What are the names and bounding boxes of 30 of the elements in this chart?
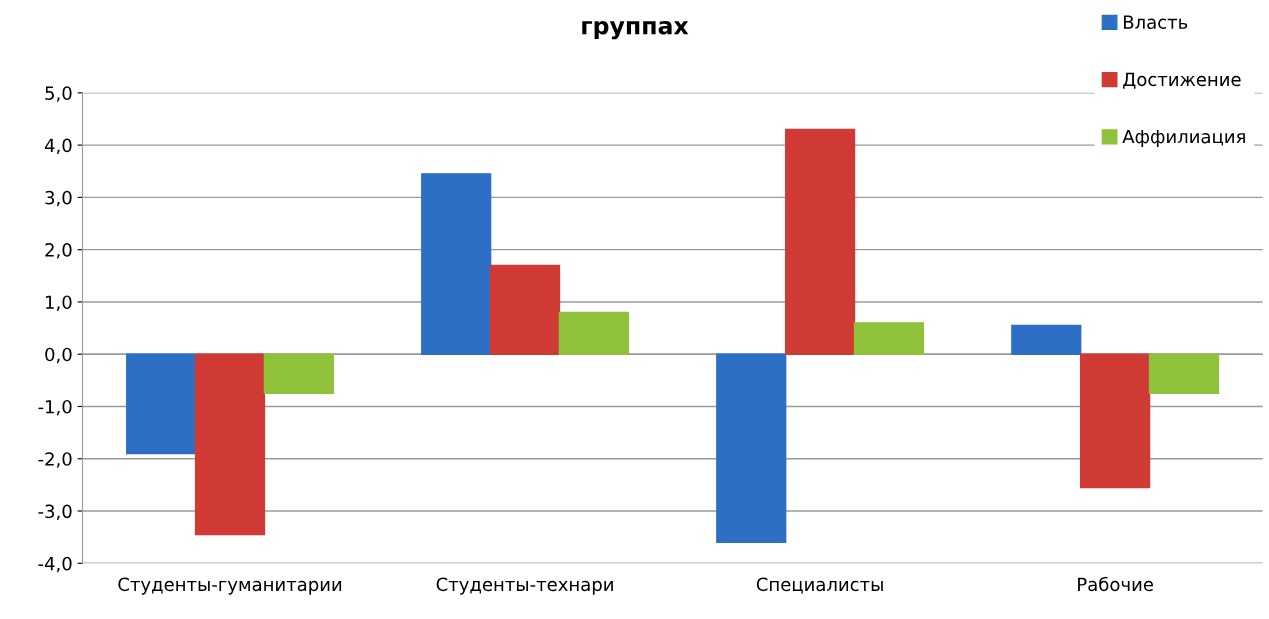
legend-label: Аффилиация <box>1122 129 1245 147</box>
y-tick-label: -2,0 <box>38 452 72 468</box>
y-tick-label: 2,0 <box>45 243 72 259</box>
bar <box>784 128 856 355</box>
y-tick-label: 1,0 <box>46 295 72 311</box>
bar <box>1148 353 1220 395</box>
x-tick-label: Рабочие <box>1078 576 1153 592</box>
legend-label: Власть <box>1123 15 1188 29</box>
bar <box>853 322 925 355</box>
bar <box>263 353 334 395</box>
bar <box>558 311 630 355</box>
bar <box>716 353 787 544</box>
y-tick-label: 4,0 <box>44 138 72 155</box>
y-tick-label: 5,0 <box>45 86 72 102</box>
bar <box>1080 353 1151 489</box>
chart-title: группах <box>582 20 689 40</box>
bar <box>421 173 492 355</box>
x-tick-label: Студенты-гуманитарии <box>118 577 342 595</box>
bar <box>126 353 197 455</box>
y-tick-label: 3,0 <box>45 190 72 207</box>
y-tick-label: -4,0 <box>38 556 72 573</box>
y-tick-label: 0,0 <box>45 347 72 364</box>
bar <box>194 353 266 536</box>
x-tick-label: Студенты-технари <box>436 577 613 595</box>
x-tick-label: Специалисты <box>756 577 883 594</box>
y-tick-label: -1,0 <box>38 399 72 416</box>
bar <box>1011 324 1082 355</box>
bar <box>489 264 561 355</box>
y-tick-label: -3,0 <box>38 504 72 520</box>
legend-label: Достижение <box>1123 72 1241 89</box>
